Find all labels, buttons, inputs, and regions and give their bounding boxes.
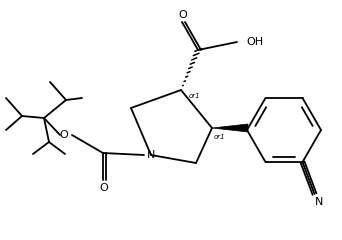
Text: O: O bbox=[60, 130, 68, 140]
Text: O: O bbox=[100, 183, 108, 193]
Text: N: N bbox=[147, 150, 155, 160]
Text: or1: or1 bbox=[214, 134, 226, 140]
Text: N: N bbox=[315, 197, 324, 207]
Text: O: O bbox=[179, 10, 187, 20]
Polygon shape bbox=[212, 124, 248, 132]
Text: or1: or1 bbox=[189, 93, 201, 99]
Text: OH: OH bbox=[246, 37, 263, 47]
